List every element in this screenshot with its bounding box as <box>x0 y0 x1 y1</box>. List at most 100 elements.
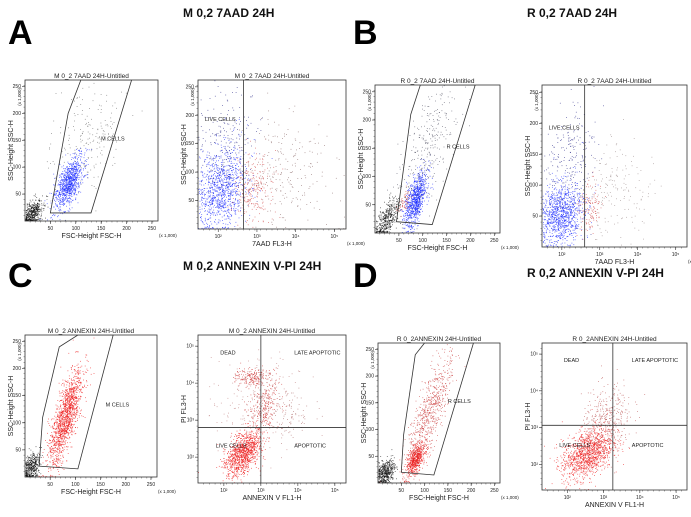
data-point <box>421 186 422 188</box>
data-point <box>397 201 398 202</box>
data-point <box>248 164 250 166</box>
data-point <box>430 167 432 168</box>
data-point <box>75 177 77 179</box>
data-point <box>263 183 265 185</box>
data-point <box>91 185 93 186</box>
data-point <box>104 120 106 121</box>
data-point <box>297 206 299 207</box>
data-point <box>237 200 238 202</box>
data-point <box>238 169 239 171</box>
data-point <box>421 170 422 172</box>
data-point <box>219 130 221 132</box>
data-point <box>74 171 76 173</box>
data-point <box>78 177 80 179</box>
data-point <box>409 196 411 197</box>
data-point <box>33 209 35 211</box>
data-point <box>417 167 418 169</box>
data-point <box>71 178 73 180</box>
data-point <box>98 142 100 144</box>
data-point <box>218 135 220 137</box>
data-point <box>416 186 418 188</box>
data-point <box>81 156 83 158</box>
data-point <box>409 204 411 206</box>
data-point <box>68 198 69 199</box>
data-point <box>68 177 70 179</box>
data-point <box>427 192 429 194</box>
data-point <box>37 211 39 212</box>
data-point <box>223 162 225 163</box>
data-point <box>78 192 79 194</box>
data-point <box>418 173 420 175</box>
data-point <box>417 201 418 202</box>
data-point <box>412 207 414 209</box>
data-point <box>407 186 409 187</box>
data-point <box>34 219 35 221</box>
data-point <box>405 220 407 222</box>
data-point <box>413 221 414 222</box>
data-point <box>340 200 341 202</box>
data-point <box>201 167 202 169</box>
data-point <box>70 170 72 172</box>
data-point <box>99 136 100 138</box>
data-point <box>60 190 61 191</box>
data-point <box>285 158 287 160</box>
data-point <box>33 219 35 221</box>
data-point <box>244 134 246 136</box>
data-point <box>408 221 410 222</box>
data-point <box>413 133 415 135</box>
data-point <box>221 147 223 148</box>
data-point <box>316 161 318 163</box>
data-point <box>65 172 67 174</box>
data-point <box>413 190 414 192</box>
data-point <box>424 164 426 166</box>
data-point <box>208 190 209 191</box>
data-point <box>388 218 389 220</box>
data-point <box>240 156 242 157</box>
data-point <box>78 155 80 156</box>
data-point <box>408 209 409 211</box>
data-point <box>40 217 42 219</box>
data-point <box>210 190 211 191</box>
data-point <box>86 142 88 144</box>
data-point <box>37 208 39 210</box>
data-point <box>425 183 426 185</box>
data-point <box>424 190 426 192</box>
data-point <box>64 168 66 169</box>
data-point <box>202 130 204 132</box>
data-point <box>394 209 396 210</box>
data-point <box>233 149 235 151</box>
data-point <box>72 185 73 187</box>
data-point <box>451 110 453 112</box>
data-point <box>217 206 218 208</box>
data-point <box>243 178 245 179</box>
data-point <box>30 218 31 220</box>
data-point <box>437 119 438 121</box>
data-point <box>80 159 81 161</box>
data-point <box>28 218 30 220</box>
data-point <box>104 133 106 135</box>
y-tick-label: 50 <box>15 192 21 198</box>
data-point <box>415 195 417 196</box>
data-point <box>230 157 232 159</box>
data-point <box>67 176 69 178</box>
data-point <box>237 160 239 162</box>
data-point <box>433 136 435 138</box>
data-point <box>231 207 232 209</box>
data-point <box>235 141 237 143</box>
data-point <box>89 137 90 139</box>
data-point <box>71 180 73 181</box>
data-point <box>261 118 262 119</box>
y-axis-label: SSC-Height SSC-H <box>181 124 188 185</box>
data-point <box>76 183 77 185</box>
data-point <box>418 134 420 136</box>
data-point <box>422 194 424 196</box>
data-point <box>44 205 45 207</box>
data-point <box>397 143 399 145</box>
data-point <box>418 194 420 195</box>
data-point <box>417 205 419 207</box>
data-point <box>221 165 222 167</box>
data-point <box>115 148 117 150</box>
data-point <box>232 167 233 168</box>
data-point <box>218 194 220 195</box>
data-point <box>386 224 388 226</box>
